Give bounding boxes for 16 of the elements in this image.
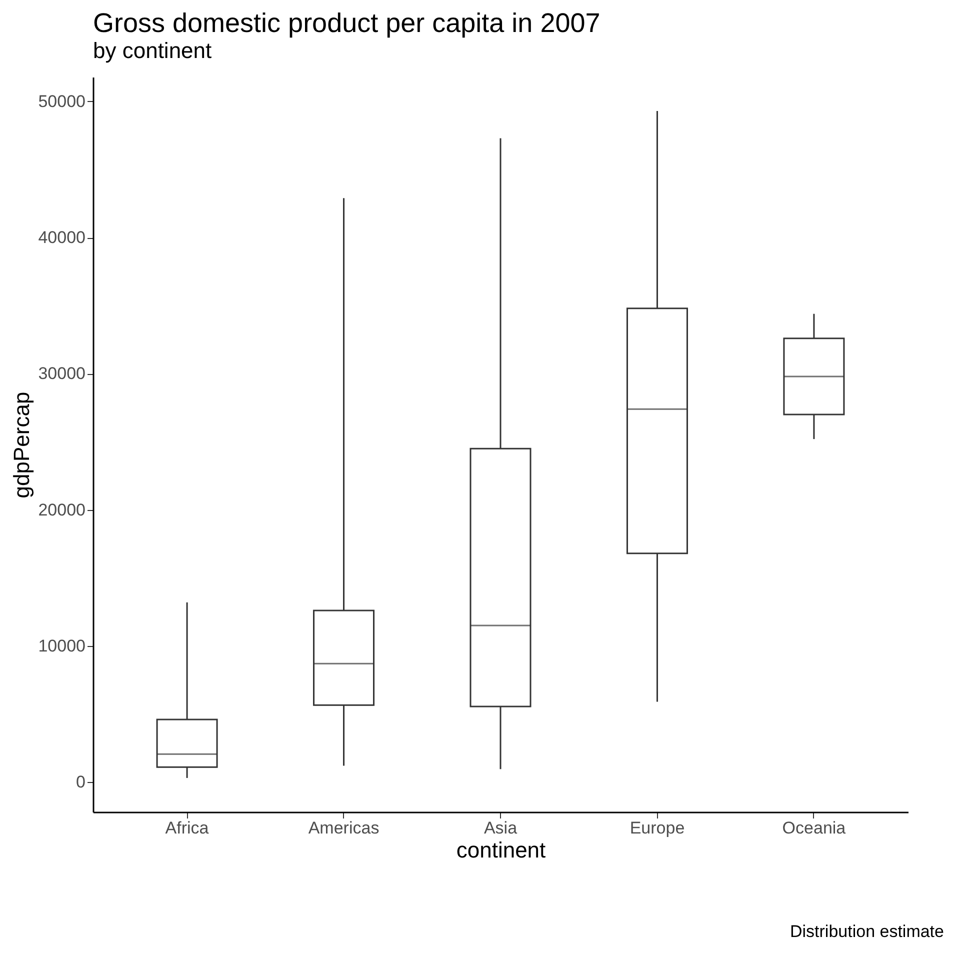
y-axis-title: gdpPercap — [9, 392, 34, 498]
chart-title: Gross domestic product per capita in 2007 — [93, 8, 600, 38]
y-tick-label: 0 — [76, 772, 86, 792]
y-tick-label: 40000 — [38, 228, 86, 248]
text: Distribution estimate — [790, 922, 944, 942]
x-axis-title: continent — [456, 838, 546, 862]
x-tick-label: Americas — [308, 818, 380, 838]
chart-subtitle: by continent — [93, 38, 212, 63]
y-tick-label: 30000 — [38, 364, 86, 384]
x-tick-label: Asia — [484, 818, 518, 838]
x-tick-label: Africa — [165, 818, 210, 838]
y-tick-label: 10000 — [38, 636, 86, 656]
y-tick-label: 50000 — [38, 92, 86, 111]
y-tick-label: 20000 — [38, 500, 86, 520]
x-tick-label: Oceania — [782, 818, 846, 838]
x-tick-label: Europe — [630, 818, 685, 838]
